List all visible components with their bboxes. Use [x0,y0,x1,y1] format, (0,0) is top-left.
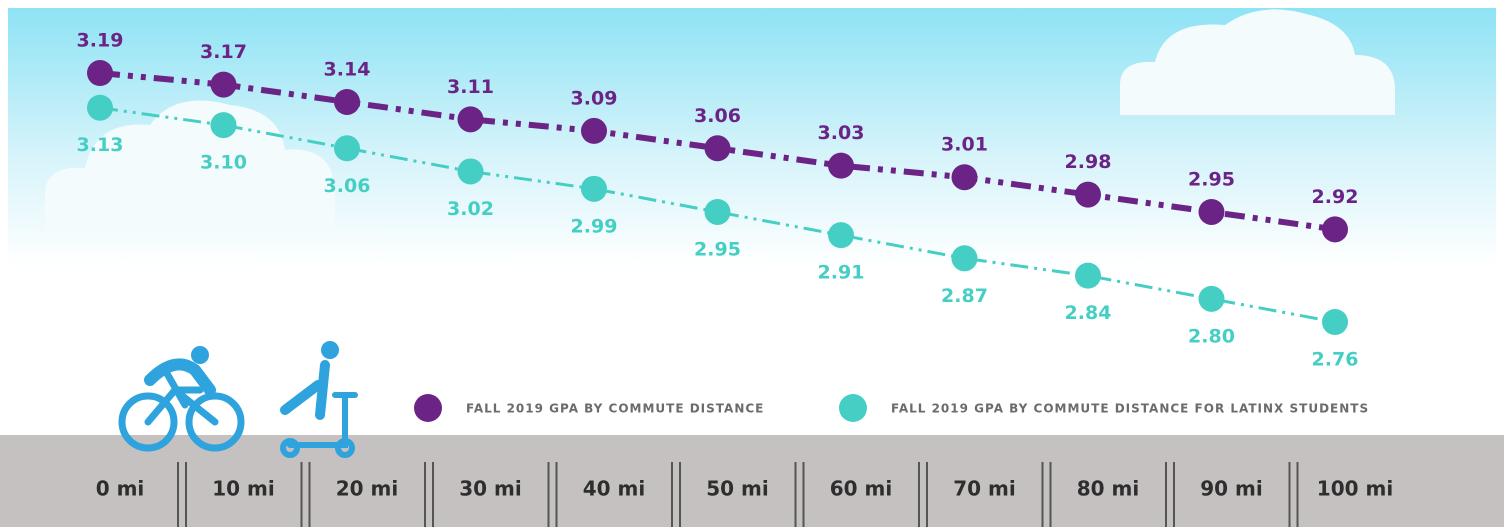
page: 0 mi 10 mi 20 mi 30 mi 40 mi 50 mi 60 mi 70 mi 8… [0,0,1504,527]
x-tick-label: 50 mi [706,477,769,501]
data-point [211,112,237,138]
data-label: 3.02 [447,198,494,220]
data-point [1075,263,1101,289]
data-point [1199,199,1225,225]
data-label: 2.92 [1312,186,1359,208]
data-label: 2.84 [1065,302,1112,324]
data-label: 3.19 [77,30,124,52]
data-label: 2.80 [1188,325,1235,347]
legend-label: FALL 2019 GPA BY COMMUTE DISTANCE FOR LA… [891,402,1369,416]
data-point [458,106,484,132]
data-point [211,72,237,98]
data-point [828,153,854,179]
legend-marker [414,394,442,422]
data-point [1075,182,1101,208]
data-point [87,95,113,121]
data-label: 3.13 [77,134,124,156]
data-point [334,89,360,115]
data-label: 3.01 [941,134,988,156]
data-point [952,245,978,271]
data-label: 2.95 [694,238,741,260]
data-label: 3.17 [200,41,247,63]
data-point [705,199,731,225]
data-point [87,60,113,86]
legend-marker [839,394,867,422]
data-point [1322,216,1348,242]
data-point [705,135,731,161]
data-label: 3.11 [447,76,494,98]
x-tick-label: 20 mi [336,477,399,501]
x-tick-label: 90 mi [1200,477,1263,501]
x-tick-label: 70 mi [953,477,1016,501]
data-point [1322,309,1348,335]
data-label: 2.98 [1065,151,1112,173]
x-tick-label: 10 mi [212,477,275,501]
x-tick-label: 0 mi [96,477,145,501]
data-label: 2.76 [1312,349,1359,371]
data-point [828,222,854,248]
data-label: 2.87 [941,285,988,307]
data-label: 3.14 [324,58,371,80]
data-label: 3.06 [694,105,741,127]
x-tick-label: 60 mi [830,477,893,501]
data-label: 2.99 [571,215,618,237]
data-point [334,135,360,161]
x-tick-label: 30 mi [459,477,522,501]
data-point [952,164,978,190]
data-label: 3.06 [324,175,371,197]
data-point [581,176,607,202]
data-label: 2.95 [1188,168,1235,190]
x-tick-label: 80 mi [1077,477,1140,501]
x-tick-label: 100 mi [1317,477,1393,501]
data-label: 3.10 [200,152,247,174]
data-label: 2.91 [818,262,865,284]
data-point [581,118,607,144]
data-label: 3.09 [571,87,618,109]
legend-label: FALL 2019 GPA BY COMMUTE DISTANCE [466,402,764,416]
data-point [1199,286,1225,312]
x-tick-label: 40 mi [583,477,646,501]
chart: 0 mi 10 mi 20 mi 30 mi 40 mi 50 mi 60 mi 70 mi 8… [0,0,1504,527]
data-label: 3.03 [818,122,865,144]
data-point [458,158,484,184]
